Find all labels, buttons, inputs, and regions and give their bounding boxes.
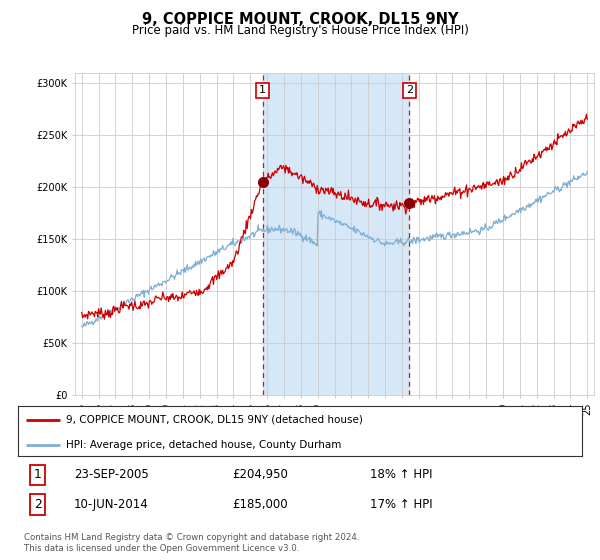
Text: Contains HM Land Registry data © Crown copyright and database right 2024.
This d: Contains HM Land Registry data © Crown c…: [24, 533, 359, 553]
Text: 17% ↑ HPI: 17% ↑ HPI: [370, 498, 433, 511]
Text: £204,950: £204,950: [233, 468, 289, 482]
Text: Price paid vs. HM Land Registry's House Price Index (HPI): Price paid vs. HM Land Registry's House …: [131, 24, 469, 36]
Text: 1: 1: [259, 86, 266, 95]
Bar: [263, 73, 409, 395]
Text: £185,000: £185,000: [233, 498, 289, 511]
Text: 10-JUN-2014: 10-JUN-2014: [74, 498, 148, 511]
Text: 9, COPPICE MOUNT, CROOK, DL15 9NY (detached house): 9, COPPICE MOUNT, CROOK, DL15 9NY (detac…: [66, 414, 363, 424]
Text: 9, COPPICE MOUNT, CROOK, DL15 9NY: 9, COPPICE MOUNT, CROOK, DL15 9NY: [142, 12, 458, 27]
Text: 2: 2: [406, 86, 413, 95]
Text: 18% ↑ HPI: 18% ↑ HPI: [370, 468, 433, 482]
Text: 2: 2: [34, 498, 41, 511]
Text: HPI: Average price, detached house, County Durham: HPI: Average price, detached house, Coun…: [66, 440, 341, 450]
Text: 1: 1: [34, 468, 41, 482]
Text: 23-SEP-2005: 23-SEP-2005: [74, 468, 148, 482]
